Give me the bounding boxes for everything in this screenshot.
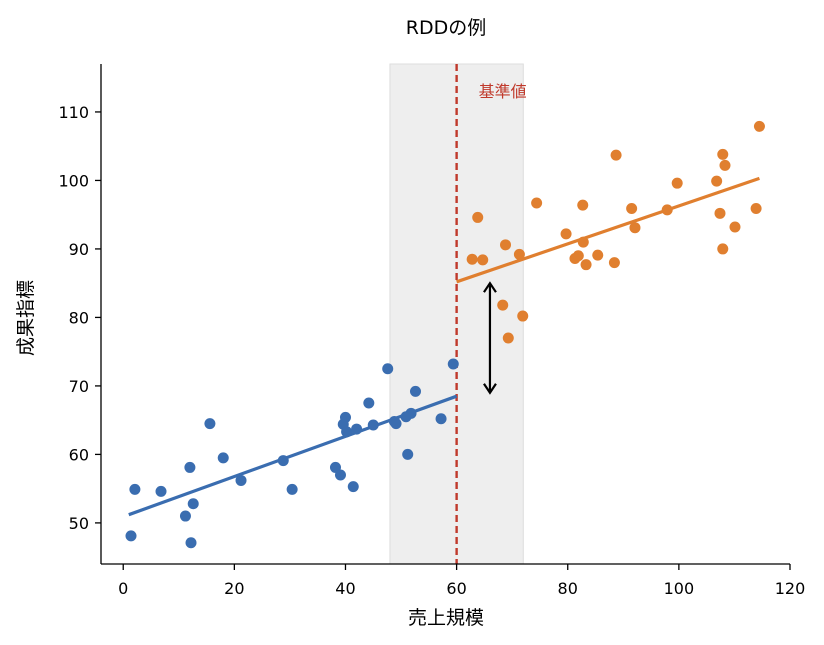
data-point-2-20 — [629, 222, 641, 234]
data-point-1-29 — [435, 413, 447, 425]
data-point-2-9 — [531, 197, 543, 209]
y-tick-label-80: 80 — [69, 308, 89, 327]
data-point-1-19 — [351, 423, 363, 435]
x-tick-label-80: 80 — [558, 579, 578, 598]
data-point-1-20 — [363, 397, 375, 409]
data-point-1-3 — [155, 485, 167, 497]
data-point-2-13 — [577, 199, 589, 211]
data-point-2-28 — [729, 221, 741, 233]
data-point-1-7 — [187, 498, 199, 510]
data-point-2-3 — [477, 254, 489, 266]
y-tick-label-100: 100 — [58, 171, 89, 190]
data-point-2-8 — [517, 310, 529, 322]
plot-area: 基準値 0 20 40 60 80 100 120 50 60 70 80 90 100 110 — [58, 63, 806, 598]
jump-arrow-head-bottom — [483, 383, 497, 395]
data-point-2-17 — [608, 257, 620, 269]
data-point-1-22 — [382, 363, 394, 375]
chart-title: RDDの例 — [406, 17, 486, 39]
data-point-1-4 — [179, 510, 191, 522]
data-point-1-24 — [390, 418, 402, 430]
data-point-2-12 — [572, 250, 584, 262]
y-axis-title: 成果指標 — [15, 280, 37, 356]
data-point-1-28 — [409, 385, 421, 397]
data-point-1-8 — [204, 418, 216, 430]
y-tick-label-50: 50 — [69, 514, 89, 533]
data-point-1-5 — [184, 461, 196, 473]
data-point-1-14 — [334, 469, 346, 481]
data-point-1-9 — [217, 452, 229, 464]
y-tick-label-70: 70 — [69, 377, 89, 396]
data-point-2-24 — [714, 207, 726, 219]
data-point-2-19 — [626, 203, 638, 215]
x-tick-label-40: 40 — [335, 579, 355, 598]
data-point-1-1 — [125, 530, 137, 542]
jump-arrow-head-top — [483, 281, 497, 293]
data-point-2-15 — [580, 259, 592, 271]
data-point-2-21 — [661, 204, 673, 216]
data-point-1-30 — [447, 358, 459, 370]
data-point-2-1 — [466, 253, 478, 265]
data-point-1-11 — [277, 455, 289, 467]
x-tick-label-0: 0 — [118, 579, 128, 598]
data-point-2-23 — [711, 175, 723, 187]
data-point-2-6 — [502, 332, 514, 344]
x-tick-label-120: 120 — [775, 579, 806, 598]
data-point-1-17 — [341, 426, 353, 438]
data-point-2-4 — [497, 299, 509, 311]
data-point-1-16 — [339, 411, 351, 423]
data-point-1-18 — [347, 481, 359, 493]
data-point-2-5 — [500, 239, 512, 251]
data-point-2-10 — [560, 228, 572, 240]
data-point-2-22 — [671, 177, 683, 189]
x-tick-label-100: 100 — [664, 579, 695, 598]
x-axis-title: 売上規模 — [408, 607, 484, 629]
data-point-1-6 — [185, 537, 197, 549]
data-point-2-29 — [750, 203, 762, 215]
data-point-1-12 — [286, 483, 298, 495]
data-point-1-10 — [235, 474, 247, 486]
data-point-2-18 — [610, 149, 622, 161]
data-point-2-26 — [717, 243, 729, 255]
data-point-1-27 — [405, 407, 417, 419]
data-point-2-27 — [719, 159, 731, 171]
y-tick-label-110: 110 — [58, 103, 89, 122]
x-tick-label-60: 60 — [446, 579, 466, 598]
data-point-2-16 — [592, 249, 604, 261]
data-point-1-2 — [129, 483, 141, 495]
threshold-label: 基準値 — [479, 82, 527, 101]
data-point-2-2 — [472, 211, 484, 223]
data-point-1-26 — [402, 448, 414, 460]
y-tick-label-90: 90 — [69, 240, 89, 259]
data-point-2-14 — [577, 236, 589, 248]
data-point-2-30 — [753, 120, 765, 132]
fit-line-2 — [456, 176, 760, 284]
y-tick-label-60: 60 — [69, 445, 89, 464]
data-point-2-25 — [717, 148, 729, 160]
data-point-1-21 — [367, 419, 379, 431]
x-tick-label-20: 20 — [224, 579, 244, 598]
data-point-2-7 — [513, 248, 525, 260]
